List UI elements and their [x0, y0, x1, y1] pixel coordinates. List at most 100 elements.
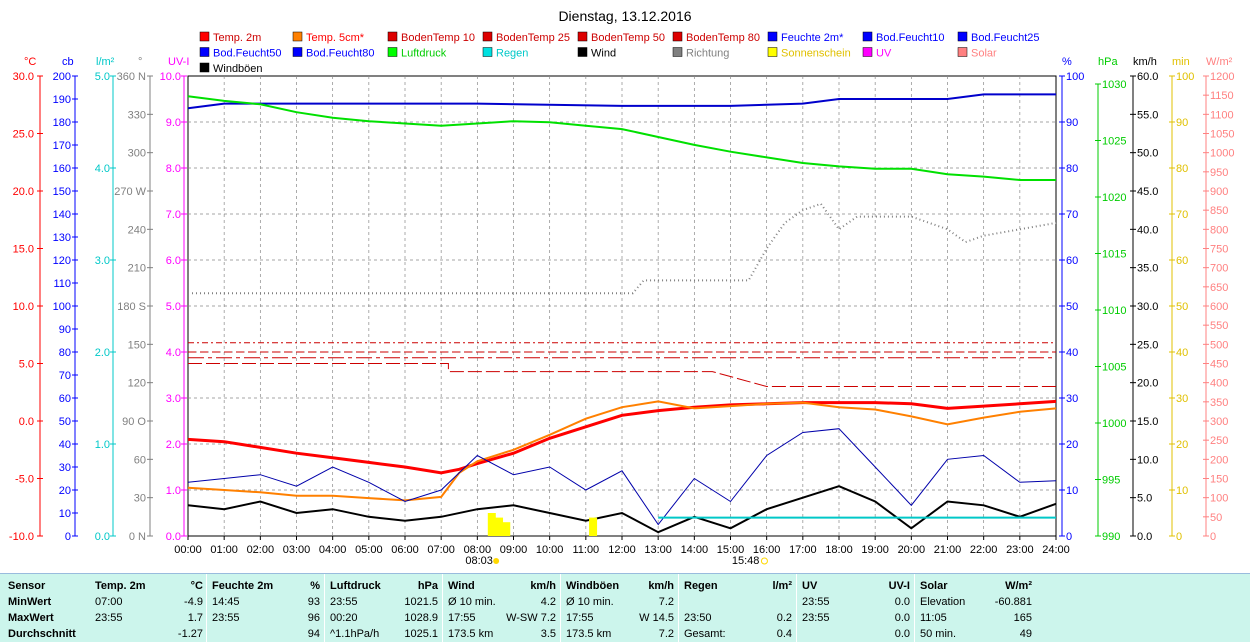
cb-tick-label: 50 [59, 416, 71, 428]
rain-unit-label: l/m² [96, 56, 115, 68]
group-title: Regen [684, 580, 718, 592]
hum-tick-label: 90 [1066, 117, 1078, 129]
legend-swatch [672, 47, 683, 57]
wm2-tick-label: 600 [1210, 301, 1228, 313]
hpa-tick-label: 1010 [1102, 305, 1126, 317]
dir-tick-label: 270 W [114, 186, 146, 198]
x-tick-label: 16:00 [753, 544, 781, 556]
group-title: UV [802, 580, 818, 592]
avg-value: 0.0 [894, 628, 910, 640]
group-unit: km/h [648, 580, 674, 592]
sunshine-bar [487, 513, 496, 536]
x-tick-label: 07:00 [427, 544, 455, 556]
wm2-tick-label: 1050 [1210, 129, 1234, 141]
cb-tick-label: 20 [59, 485, 71, 497]
kmh-tick-label: 20.0 [1137, 378, 1158, 390]
cb-tick-label: 140 [53, 209, 71, 221]
max-value: 0.0 [894, 612, 910, 624]
wm2-tick-label: 300 [1210, 416, 1228, 428]
series-bodentemp-10 [188, 363, 1056, 387]
uv-tick-label: 4.0 [166, 347, 181, 359]
avg-value: 94 [307, 628, 320, 640]
wm2-tick-label: 550 [1210, 320, 1228, 332]
wm2-tick-label: 900 [1210, 186, 1228, 198]
legend-label: BodenTemp 80 [686, 32, 760, 44]
uv-tick-label: 0.0 [166, 531, 181, 543]
max-row-label: MaxWert [8, 612, 54, 624]
legend-swatch [387, 47, 398, 57]
legend-label: Temp. 2m [213, 32, 261, 44]
kmh-tick-label: 45.0 [1137, 186, 1158, 198]
dir-tick-label: 0 N [129, 531, 146, 543]
min-value: -60.881 [994, 596, 1032, 608]
min-value: 1021.5 [404, 596, 438, 608]
temp-tick-label: -10.0 [9, 531, 34, 543]
kmh-tick-label: 30.0 [1137, 301, 1158, 313]
hpa-tick-label: 1005 [1102, 362, 1126, 374]
temp-tick-label: 10.0 [13, 301, 34, 313]
wm2-tick-label: 250 [1210, 435, 1228, 447]
wm2-tick-label: 950 [1210, 167, 1228, 179]
cb-tick-label: 170 [53, 140, 71, 152]
dir-tick-label: 30 [134, 493, 146, 505]
x-tick-label: 08:00 [464, 544, 492, 556]
legend-swatch [577, 47, 588, 57]
column-separator [796, 574, 797, 642]
max-value: 96 [307, 612, 320, 624]
min-tick-label: 90 [1176, 117, 1188, 129]
dir-tick-label: 60 [134, 454, 146, 466]
dir-tick-label: 240 [128, 224, 146, 236]
max-time: 23:55 [802, 612, 830, 624]
column-separator [678, 574, 679, 642]
x-tick-label: 12:00 [608, 544, 636, 556]
legend-label: Regen [496, 48, 528, 60]
cb-tick-label: 30 [59, 462, 71, 474]
x-tick-label: 19:00 [861, 544, 889, 556]
group-unit: l/m² [772, 580, 792, 592]
dir-tick-label: 120 [128, 378, 146, 390]
wm2-tick-label: 50 [1210, 512, 1222, 524]
hpa-tick-label: 990 [1102, 531, 1120, 543]
column-separator [914, 574, 915, 642]
hum-tick-label: 60 [1066, 255, 1078, 267]
rain-tick-label: 2.0 [95, 347, 110, 359]
min-tick-label: 20 [1176, 439, 1188, 451]
group-title: Wind [448, 580, 475, 592]
group-unit: % [310, 580, 320, 592]
legend-label: Richtung [686, 48, 729, 60]
legend-label: Windböen [213, 63, 263, 75]
x-tick-label: 05:00 [355, 544, 383, 556]
sunshine-bar [589, 517, 598, 536]
max-value: 1.7 [187, 612, 203, 624]
cb-tick-label: 110 [53, 278, 71, 290]
series-wind [187, 485, 1057, 534]
wm2-tick-label: 1100 [1210, 109, 1234, 121]
cb-tick-label: 180 [53, 117, 71, 129]
min-time: 23:55 [330, 596, 358, 608]
dir-tick-label: 90 O [122, 416, 146, 428]
uv-tick-label: 1.0 [166, 485, 181, 497]
chart-title: Dienstag, 13.12.2016 [558, 8, 691, 24]
hum-tick-label: 0 [1066, 531, 1072, 543]
max-time: 00:20 [330, 612, 358, 624]
kmh-tick-label: 60.0 [1137, 71, 1158, 83]
column-separator [324, 574, 325, 642]
min-time: Ø 10 min. [448, 596, 496, 608]
group-unit: hPa [417, 580, 438, 592]
legend-swatch [482, 31, 493, 42]
cb-tick-label: 0 [65, 531, 71, 543]
wm2-tick-label: 1200 [1210, 71, 1234, 83]
wm2-tick-label: 1000 [1210, 148, 1234, 160]
column-separator [206, 574, 207, 642]
uv-tick-label: 8.0 [166, 163, 181, 175]
legend-label: Feuchte 2m* [781, 32, 844, 44]
kmh-tick-label: 55.0 [1137, 109, 1158, 121]
uv-tick-label: 9.0 [166, 117, 181, 129]
cb-tick-label: 70 [59, 370, 71, 382]
kmh-unit-label: km/h [1133, 56, 1157, 68]
x-tick-label: 13:00 [644, 544, 672, 556]
legend-swatch [767, 47, 778, 57]
avg-value: 1025.1 [404, 628, 438, 640]
sunset-label: 15:48 [732, 555, 760, 567]
hpa-tick-label: 1025 [1102, 136, 1126, 148]
